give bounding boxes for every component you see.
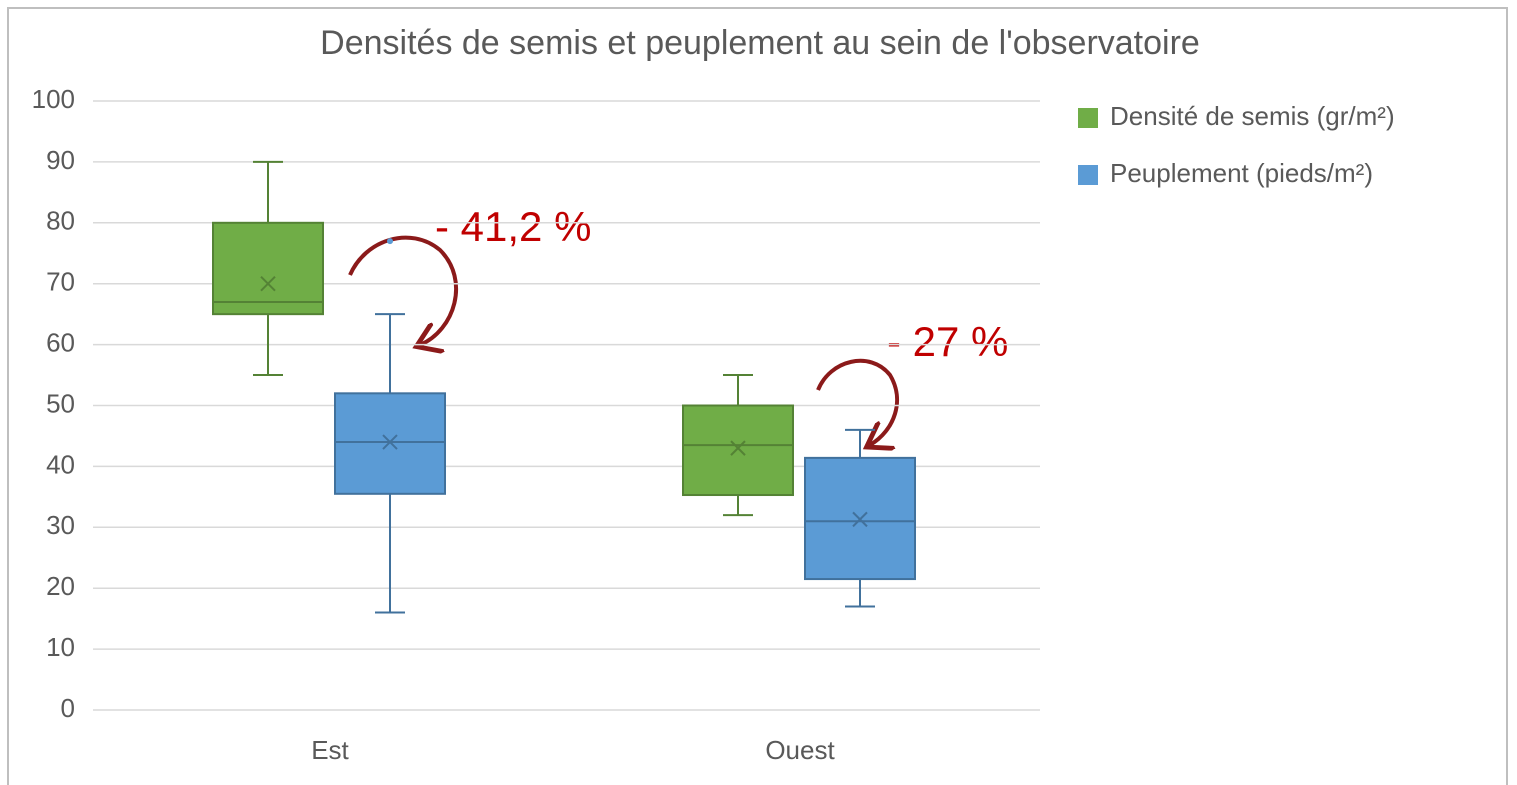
whisker bbox=[723, 374, 753, 406]
y-tick-label: 80 bbox=[46, 206, 75, 236]
legend-swatch bbox=[1078, 108, 1098, 128]
y-tick-label: 40 bbox=[46, 449, 75, 479]
x-tick-label: Est bbox=[311, 735, 349, 765]
mean-marker bbox=[852, 511, 868, 528]
mean-marker bbox=[260, 275, 276, 292]
whisker bbox=[375, 493, 405, 614]
y-tick-label: 90 bbox=[46, 145, 75, 175]
y-tick-label: 70 bbox=[46, 267, 75, 297]
whisker bbox=[845, 428, 875, 458]
chart-frame bbox=[7, 7, 1508, 785]
arrow bbox=[816, 358, 900, 445]
whisker bbox=[253, 160, 283, 223]
y-tick-label: 50 bbox=[46, 388, 75, 418]
chart-title: Densités de semis et peuplement au sein … bbox=[320, 24, 1200, 62]
box bbox=[212, 221, 324, 316]
whisker bbox=[845, 579, 875, 608]
y-tick-label: 20 bbox=[46, 571, 75, 601]
x-tick-label: Ouest bbox=[765, 735, 835, 765]
annotation: - 41,2 % bbox=[435, 203, 591, 250]
y-tick-label: 60 bbox=[46, 327, 75, 357]
mean-marker bbox=[382, 434, 398, 450]
arrow bbox=[348, 235, 458, 345]
whisker bbox=[375, 313, 405, 394]
box bbox=[682, 404, 794, 497]
mean-marker bbox=[730, 440, 746, 456]
y-tick-label: 30 bbox=[46, 510, 75, 540]
legend-label: Peuplement (pieds/m²) bbox=[1110, 158, 1373, 188]
box bbox=[334, 392, 446, 495]
whisker bbox=[723, 495, 753, 517]
y-tick-label: 100 bbox=[32, 84, 75, 114]
legend-swatch bbox=[1078, 165, 1098, 185]
annotation: - 27 % bbox=[887, 318, 1008, 365]
y-tick-label: 0 bbox=[61, 693, 75, 723]
whisker bbox=[253, 314, 283, 377]
legend-label: Densité de semis (gr/m²) bbox=[1110, 101, 1395, 131]
outlier bbox=[387, 238, 393, 245]
y-tick-label: 10 bbox=[46, 632, 75, 662]
